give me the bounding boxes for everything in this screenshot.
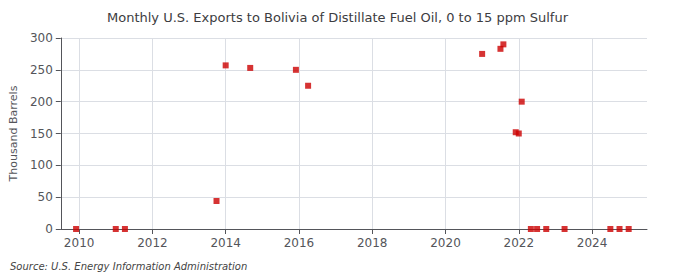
svg-text:2012: 2012: [137, 236, 168, 250]
svg-text:2022: 2022: [503, 236, 534, 250]
svg-text:2018: 2018: [357, 236, 388, 250]
svg-text:200: 200: [30, 95, 53, 109]
svg-text:Source: U.S. Energy Informatio: Source: U.S. Energy Information Administ…: [10, 261, 247, 272]
svg-text:2010: 2010: [64, 236, 95, 250]
svg-text:250: 250: [30, 63, 53, 77]
svg-text:Thousand Barrels: Thousand Barrels: [7, 85, 20, 182]
svg-text:2016: 2016: [284, 236, 315, 250]
svg-text:150: 150: [30, 127, 53, 141]
svg-text:Monthly U.S. Exports to Bolivi: Monthly U.S. Exports to Bolivia of Disti…: [107, 10, 569, 25]
svg-text:2014: 2014: [210, 236, 241, 250]
svg-text:50: 50: [38, 190, 53, 204]
svg-text:2024: 2024: [577, 236, 608, 250]
svg-text:100: 100: [30, 158, 53, 172]
svg-text:300: 300: [30, 31, 53, 45]
svg-text:2020: 2020: [430, 236, 461, 250]
svg-text:0: 0: [45, 222, 53, 236]
